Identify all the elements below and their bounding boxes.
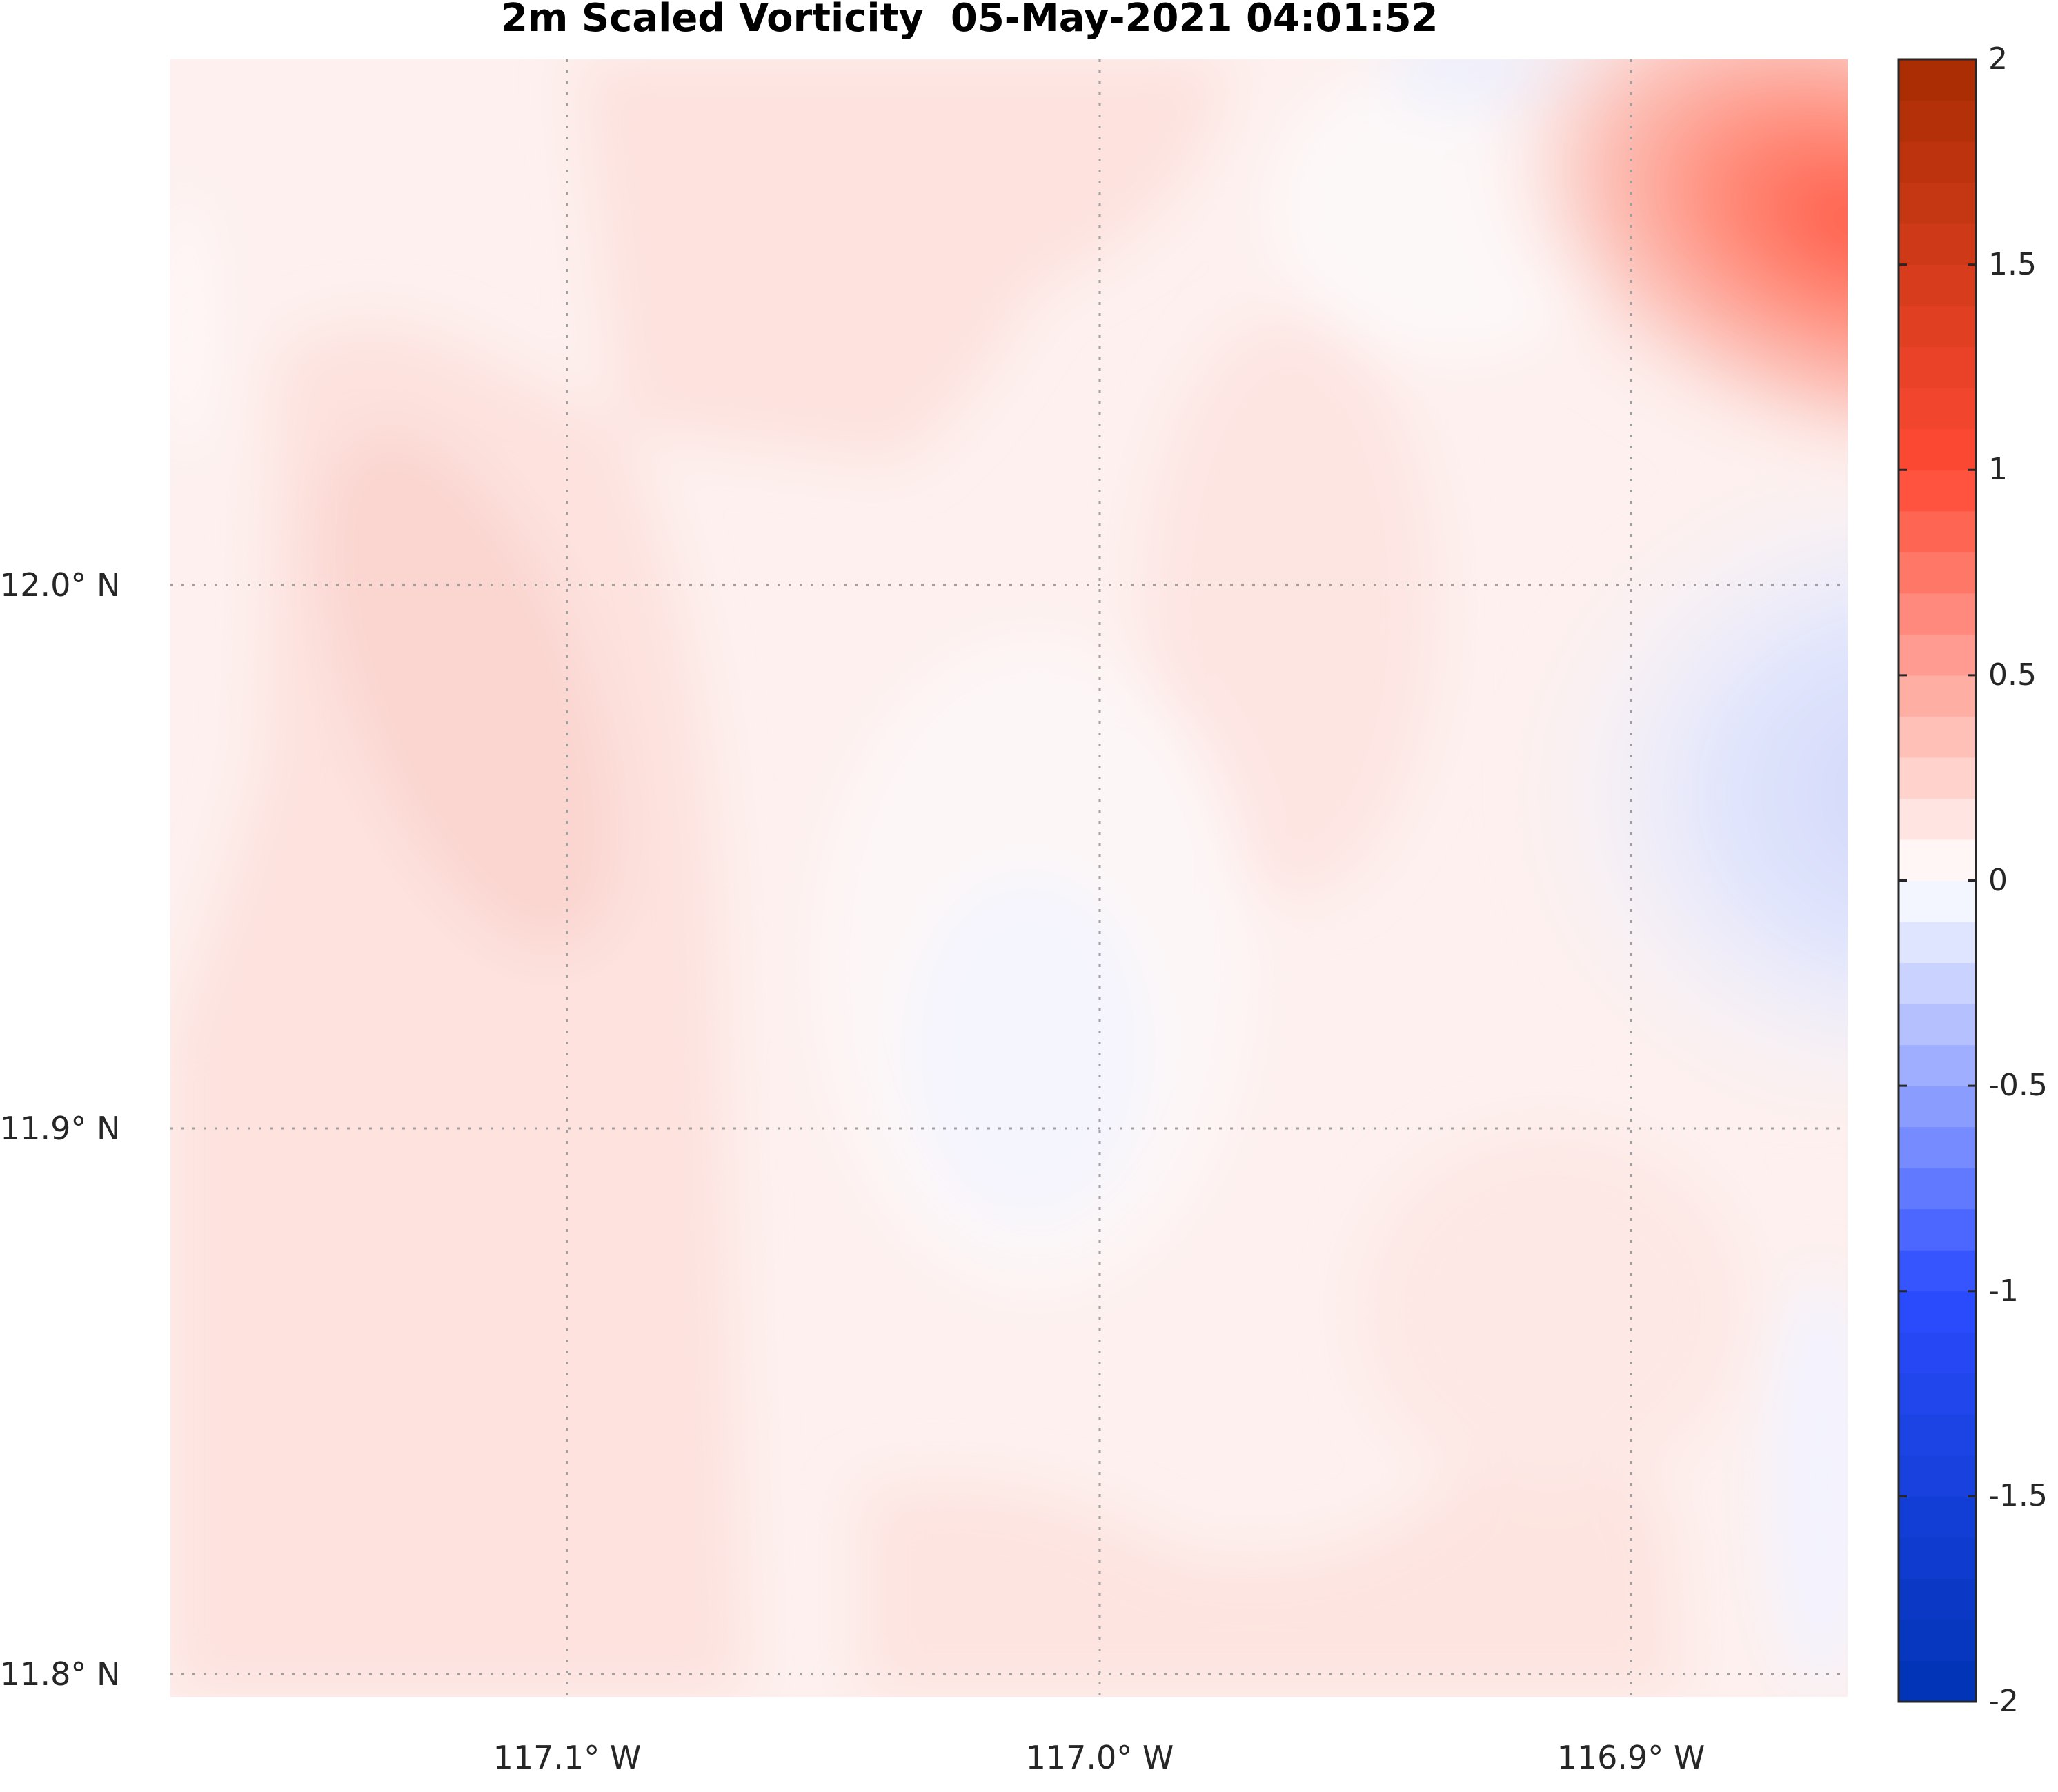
colorbar-level	[1899, 1414, 1976, 1456]
colorbar-level	[1899, 1373, 1976, 1415]
colorbar-level	[1899, 922, 1976, 964]
colorbar-level	[1899, 100, 1976, 142]
colorbar-level	[1899, 1537, 1976, 1579]
colorbar-level	[1899, 1004, 1976, 1046]
y-tick-label-11.9: 11.9° N	[0, 1110, 121, 1147]
colorbar-level	[1899, 306, 1976, 348]
colorbar-level	[1899, 470, 1976, 512]
contour-band-white-left	[170, 186, 214, 462]
colorbar-level	[1899, 757, 1976, 799]
contour-band-pink-center	[1145, 317, 1435, 897]
colorbar-tick-label: -1	[1988, 1273, 2019, 1308]
colorbar-tick-label: 2	[1988, 41, 2008, 77]
colorbar-level	[1899, 1619, 1976, 1661]
colorbar-tick-label: -1.5	[1988, 1478, 2048, 1514]
colorbar-level	[1899, 59, 1976, 101]
colorbar-level	[1899, 1086, 1976, 1128]
colorbar-level	[1899, 141, 1976, 183]
contour-band-pink-bottomright	[1359, 1131, 1745, 1490]
contour-band-red-max	[1432, 59, 1848, 464]
colorbar-level	[1899, 1168, 1976, 1210]
contour-band-pink-bottom	[862, 1431, 1683, 1697]
chart-title: 2m Scaled Vorticity 05-May-2021 04:01:52	[0, 0, 2058, 44]
colorbar-tick-label: -2	[1988, 1684, 2019, 1719]
colorbar-level	[1899, 1250, 1976, 1292]
colorbar	[1899, 59, 1976, 1702]
colorbar-level	[1899, 1455, 1976, 1497]
colorbar-level	[1899, 798, 1976, 840]
y-tick-label-12.0: 12.0° N	[0, 566, 121, 604]
colorbar-level	[1899, 716, 1976, 758]
colorbar-level	[1899, 1578, 1976, 1620]
colorbar-level	[1899, 552, 1976, 594]
colorbar-level	[1899, 182, 1976, 224]
colorbar-level	[1899, 1291, 1976, 1333]
colorbar-tick-label: 1.5	[1988, 246, 2037, 282]
contour-band-blue-center	[904, 869, 1152, 1228]
contour-band-pink-top	[580, 59, 1228, 462]
colorbar-level	[1899, 346, 1976, 388]
x-tick-label-117.0: 117.0° W	[1025, 1739, 1174, 1776]
colorbar-level	[1899, 264, 1976, 306]
colorbar-level	[1899, 223, 1976, 266]
colorbar-tick-label: 1	[1988, 452, 2008, 488]
colorbar-level	[1899, 1126, 1976, 1168]
colorbar-level	[1899, 1044, 1976, 1086]
colorbar-level	[1899, 1208, 1976, 1251]
y-tick-label-11.8: 11.8° N	[0, 1655, 121, 1693]
colorbar-level	[1899, 510, 1976, 552]
contour-band-pink-left	[170, 324, 745, 1697]
x-tick-label-117.1: 117.1° W	[493, 1739, 642, 1776]
colorbar-tick-label: 0.5	[1988, 657, 2037, 693]
contour-band-pink-strong	[319, 430, 620, 950]
colorbar-level	[1899, 388, 1976, 430]
grid-lines	[170, 59, 1848, 1697]
colorbar-level	[1899, 593, 1976, 635]
colorbar-level	[1899, 839, 1976, 881]
colorbar-level	[1899, 675, 1976, 717]
contour-band-blue-right-edge	[1766, 1276, 1848, 1690]
chart-title-text: 2m Scaled Vorticity 05-May-2021 04:01:52	[501, 0, 1438, 41]
colorbar-level	[1899, 428, 1976, 470]
colorbar-tick-label: 0	[1988, 862, 2008, 898]
colorbar-level	[1899, 962, 1976, 1004]
contour-band-blue-right	[1407, 483, 1848, 1104]
colorbar-level	[1899, 1660, 1976, 1702]
colorbar-level	[1899, 634, 1976, 676]
colorbar-level	[1899, 880, 1976, 922]
colorbar-level	[1899, 1332, 1976, 1374]
x-tick-label-116.9: 116.9° W	[1556, 1739, 1705, 1776]
colorbar-level	[1899, 1496, 1976, 1538]
colorbar-tick-label: -0.5	[1988, 1068, 2048, 1104]
contour-field	[170, 59, 1848, 1697]
